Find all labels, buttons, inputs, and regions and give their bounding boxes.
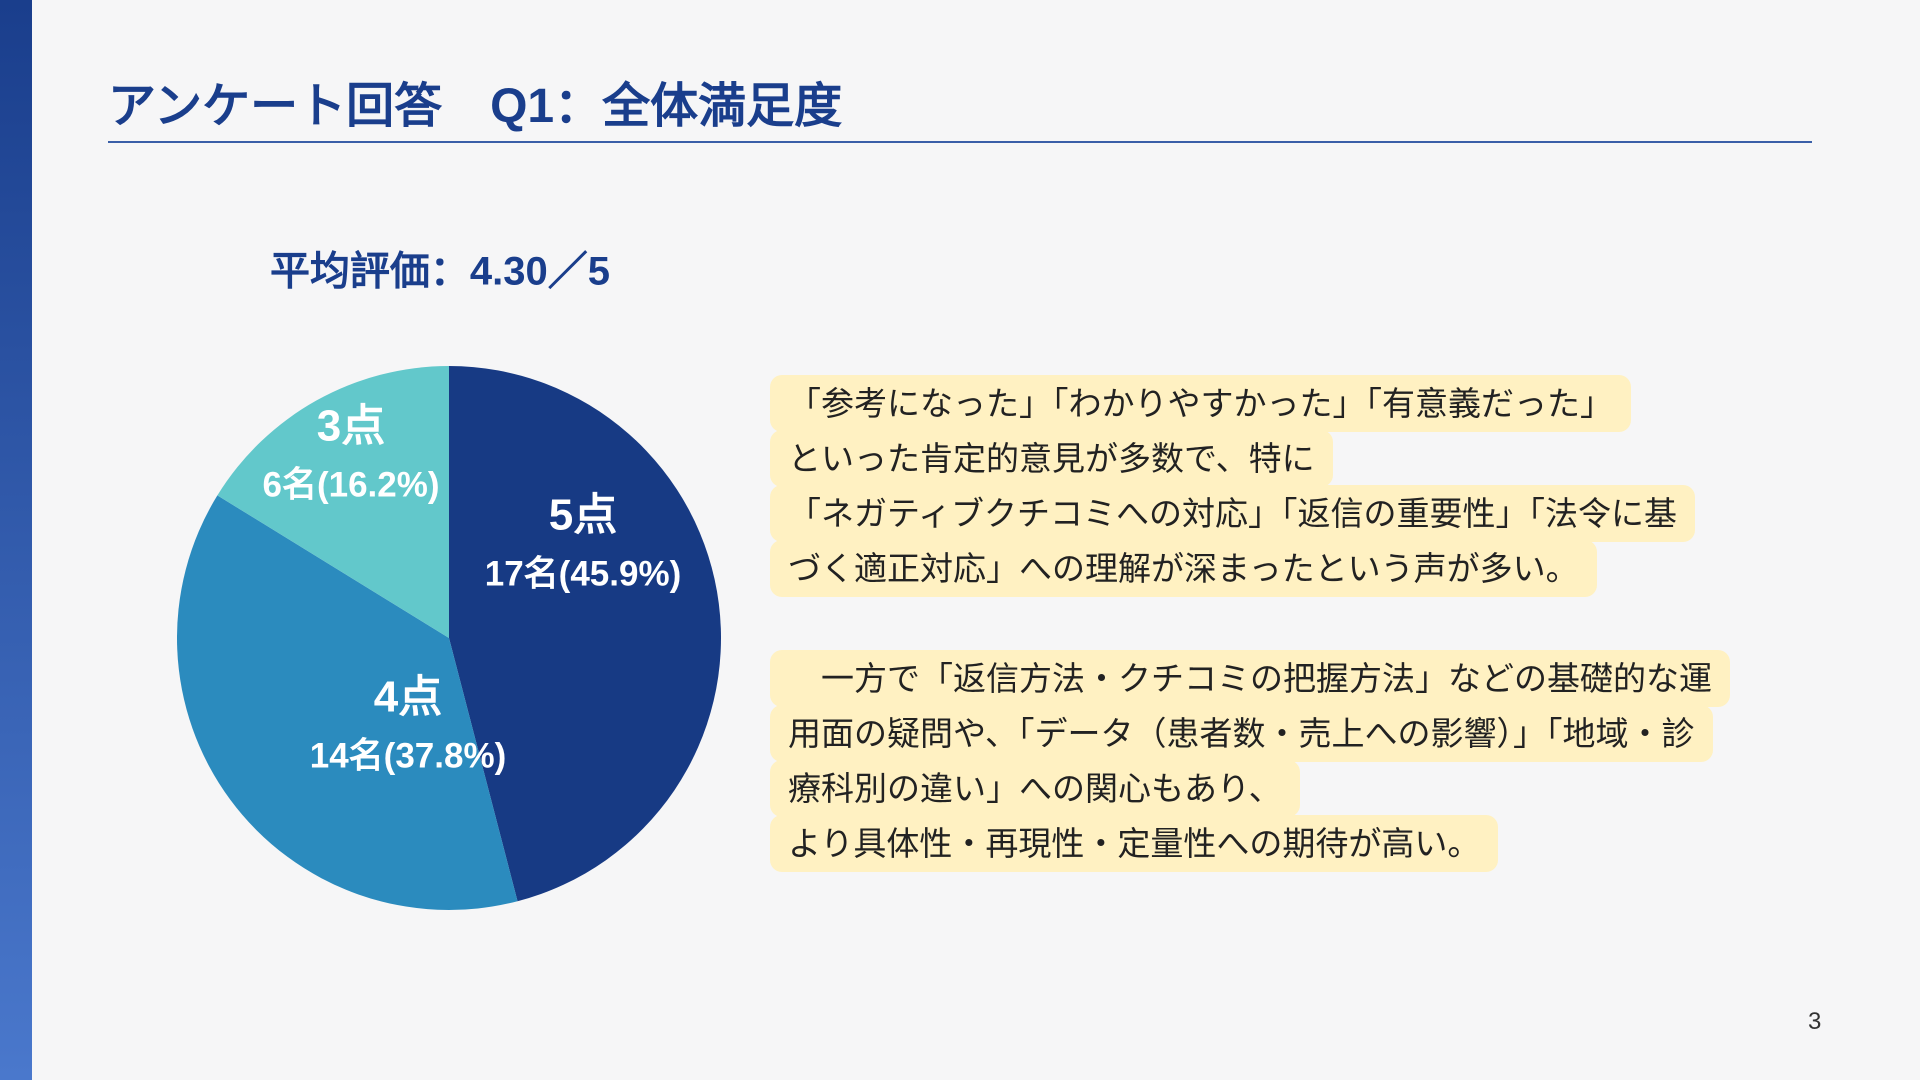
- comment-line: 「参考になった」「わかりやすかった」「有意義だった」: [770, 375, 1730, 432]
- comment-text: 一方で「返信方法・クチコミの把握方法」などの基礎的な運: [770, 650, 1730, 707]
- slice-label: 14名(37.8%): [310, 736, 506, 775]
- pie-slice: [217, 366, 449, 638]
- comment-line: づく適正対応」への理解が深まったという声が多い。: [770, 540, 1730, 597]
- comment-line: 「ネガティブクチコミへの対応」「返信の重要性」「法令に基: [770, 485, 1730, 542]
- comment-text: といった肯定的意見が多数で、特に: [770, 430, 1333, 487]
- slice-category: 4点: [374, 673, 442, 722]
- slice-label: 6名(16.2%): [262, 465, 439, 504]
- comment-box: 「参考になった」「わかりやすかった」「有意義だった」 といった肯定的意見が多数で、…: [770, 375, 1730, 872]
- comment-line: 用面の疑問や、「データ（患者数・売上への影響）」「地域・診: [770, 705, 1730, 762]
- slide-title: アンケート回答 Q1：全体満足度: [108, 80, 843, 133]
- comment-text: 用面の疑問や、「データ（患者数・売上への影響）」「地域・診: [770, 705, 1713, 762]
- comment-text: より具体性・再現性・定量性への期待が高い。: [770, 815, 1499, 872]
- comment-line: [770, 596, 1730, 651]
- comment-line: 一方で「返信方法・クチコミの把握方法」などの基礎的な運: [770, 650, 1730, 707]
- comment-text: 「参考になった」「わかりやすかった」「有意義だった」: [770, 375, 1631, 432]
- slice-category: 5点: [549, 491, 617, 540]
- page-number: 3: [1808, 1008, 1822, 1035]
- comment-line: といった肯定的意見が多数で、特に: [770, 430, 1730, 487]
- title-rule: [108, 141, 1812, 143]
- comment-line: より具体性・再現性・定量性への期待が高い。: [770, 815, 1730, 872]
- side-bar: [0, 0, 32, 1080]
- comment-text: づく適正対応」への理解が深まったという声が多い。: [770, 540, 1597, 597]
- comment-text: 「ネガティブクチコミへの対応」「返信の重要性」「法令に基: [770, 485, 1696, 542]
- pie-slice: [449, 366, 722, 902]
- comment-text: 療科別の違い」への関心もあり、: [770, 760, 1300, 817]
- chart-subtitle: 平均評価：4.30／5: [270, 250, 610, 294]
- comment-line: 療科別の違い」への関心もあり、: [770, 760, 1730, 817]
- slice-category: 3点: [317, 402, 385, 451]
- slice-label: 17名(45.9%): [485, 554, 681, 593]
- pie-slice: [176, 495, 518, 911]
